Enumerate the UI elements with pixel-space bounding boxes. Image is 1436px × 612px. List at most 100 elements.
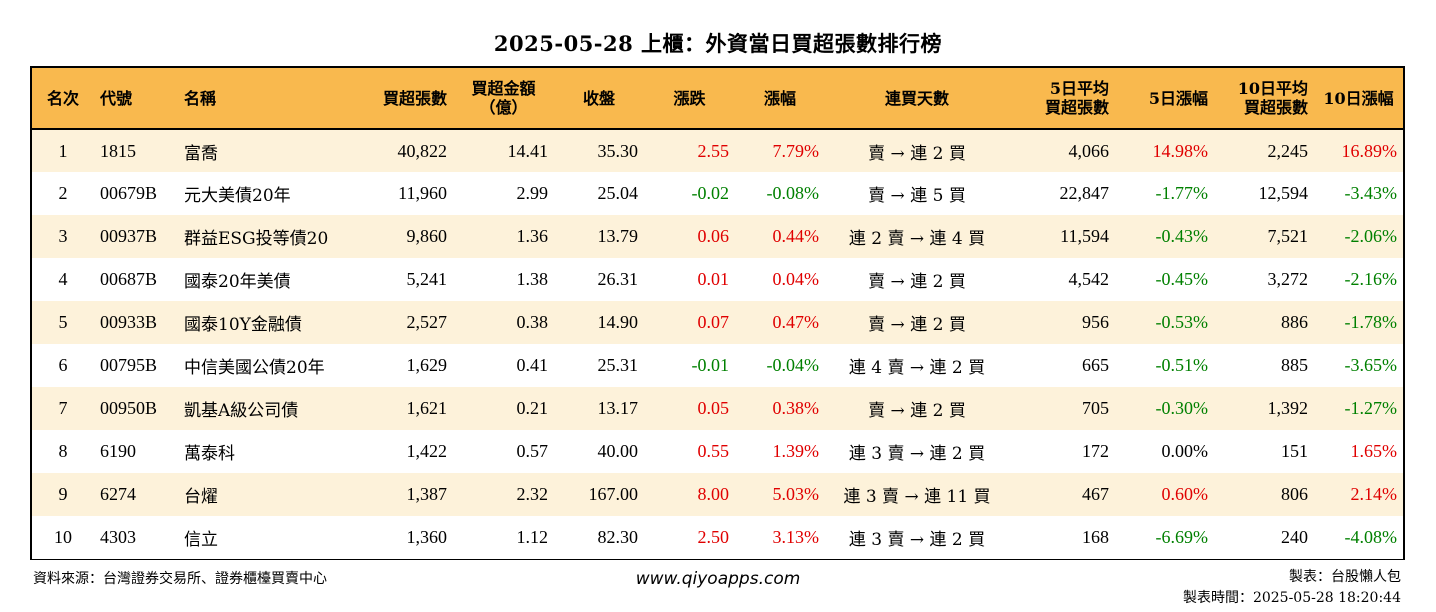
cell-pct5: -1.77% [1155,183,1209,203]
cell-close: 35.30 [597,140,639,161]
ranking-table: 名次 代號 名稱 買超張數 買超金額 （億） 收盤 漲跌 漲幅 連買天數 5日平均 買超張數 5日漲幅 1… [32,68,1403,559]
cell-avg10-lots: 151 [1281,441,1308,461]
cell-pct10: -3.43% [1344,183,1398,203]
cell-avg5-lots: 665 [1082,355,1109,375]
cell-pct10: 16.89% [1341,140,1398,161]
cell-code: 00795B [100,355,158,375]
cell-pct5: -0.43% [1155,226,1209,246]
cell-change-pct: -0.04% [766,355,820,375]
cell-name: 富喬 [184,143,218,164]
cell-rank: 6 [58,355,68,375]
cell-avg10-lots: 1,392 [1267,398,1309,418]
cell-close: 40.00 [597,441,639,461]
cell-name: 國泰20年美債 [184,272,291,292]
cell-net-buy-lots: 40,822 [397,140,448,161]
cell-streak: 賣 → 連 5 買 [868,186,966,206]
table-row: 9 6274 台燿 1,387 2.32 167.00 8.00 5.03% 連 3 賣 → 連… [32,473,1403,516]
column-header-label: 名次 [46,88,79,108]
cell-name: 元大美債20年 [184,186,291,206]
table-row: 4 00687B 國泰20年美債 5,241 1.38 26.31 0.01 0.04% 賣 →… [32,258,1403,301]
cell-net-buy-lots: 1,422 [406,441,448,461]
cell-rank: 10 [54,527,72,547]
cell-rank: 3 [58,226,68,246]
cell-streak: 連 2 賣 → 連 4 買 [848,229,986,249]
cell-change-pct: 1.39% [772,441,820,461]
column-header-label: 5日漲幅 [1148,88,1208,108]
cell-change-pct: 5.03% [772,484,820,504]
column-header-code: 代號 [94,68,178,130]
cell-net-buy-amount: 2.32 [516,484,549,504]
cell-avg10-lots: 240 [1281,527,1308,547]
column-header-rank: 名次 [32,68,94,130]
cell-code: 6190 [100,441,136,461]
cell-pct10: -1.78% [1344,312,1398,332]
table-row: 7 00950B 凱基A級公司債 1,621 0.21 13.17 0.05 0.38% 賣 →… [32,387,1403,430]
cell-change-pct: 7.79% [772,140,820,161]
cell-code: 00950B [100,398,158,418]
cell-name: 凱基A級公司債 [184,401,299,421]
cell-pct5: -0.51% [1155,355,1209,375]
cell-net-buy-amount: 0.21 [516,398,549,418]
cell-name: 中信美國公債20年 [184,358,325,378]
cell-avg10-lots: 3,272 [1267,269,1309,289]
column-header-label: 漲跌 [673,88,706,108]
cell-rank: 7 [58,398,68,418]
cell-rank: 8 [58,441,68,461]
cell-avg10-lots: 806 [1281,484,1308,504]
cell-change: 8.00 [697,484,730,504]
website-link[interactable]: www.qiyoapps.com [635,569,801,589]
cell-pct10: -2.16% [1344,269,1398,289]
cell-pct5: -0.45% [1155,269,1209,289]
cell-pct10: -2.06% [1344,226,1398,246]
column-header-change-pct: 漲幅 [735,68,825,130]
cell-pct10: -3.65% [1344,355,1398,375]
cell-close: 13.79 [597,226,639,246]
ranking-table-frame: 名次 代號 名稱 買超張數 買超金額 （億） 收盤 漲跌 漲幅 連買天數 5日平均 買超張數 5日漲幅 1… [30,66,1405,560]
column-header-label: 代號 [100,88,133,108]
cell-pct10: -1.27% [1344,398,1398,418]
table-body: 1 1815 富喬 40,822 14.41 35.30 2.55 7.79% 賣 → 連 2 … [32,129,1403,559]
column-header-net-buy-amount: 買超金額 （億） [453,68,554,130]
cell-avg10-lots: 7,521 [1267,226,1309,246]
cell-change: 0.07 [697,312,730,332]
column-header-label: 漲幅 [763,88,796,108]
cell-streak: 連 4 賣 → 連 2 買 [848,358,986,378]
cell-avg5-lots: 22,847 [1059,183,1110,203]
table-row: 3 00937B 群益ESG投等債20 9,860 1.36 13.79 0.06 0.44%… [32,215,1403,258]
cell-streak: 賣 → 連 2 買 [868,143,966,164]
cell-streak: 賣 → 連 2 買 [868,272,966,292]
table-header-row: 名次 代號 名稱 買超張數 買超金額 （億） 收盤 漲跌 漲幅 連買天數 5日平均 買超張數 5日漲幅 1… [32,68,1403,130]
cell-change: 2.55 [697,140,730,161]
cell-avg5-lots: 4,066 [1068,140,1110,161]
cell-code: 1815 [100,140,136,161]
cell-name: 國泰10Y金融債 [184,315,302,335]
cell-net-buy-lots: 1,360 [406,527,448,547]
cell-close: 25.04 [597,183,639,203]
cell-change: 0.05 [697,398,730,418]
column-header-close: 收盤 [554,68,644,130]
cell-code: 00679B [100,183,158,203]
cell-pct5: 14.98% [1152,140,1209,161]
cell-net-buy-amount: 0.57 [516,441,549,461]
column-header-sublabel: 買超張數 [1044,98,1109,117]
cell-change-pct: 0.38% [772,398,820,418]
footer-credits: 製表：台股懶人包 製表時間：2025-05-28 18:20:44 [1183,567,1401,609]
cell-change: 2.50 [697,527,730,547]
cell-close: 13.17 [597,398,639,418]
column-header-avg5-lots: 5日平均 買超張數 [1009,68,1115,130]
cell-close: 82.30 [597,527,639,547]
page-title: 2025-05-28 上櫃：外資當日買超張數排行榜 [493,31,943,56]
cell-name: 台燿 [184,487,218,507]
cell-avg5-lots: 467 [1082,484,1109,504]
cell-net-buy-amount: 0.38 [516,312,549,332]
cell-change: 0.06 [697,226,730,246]
cell-net-buy-lots: 1,387 [406,484,448,504]
cell-change-pct: 3.13% [772,527,820,547]
data-source-note: 資料來源：台灣證券交易所、證券櫃檯買賣中心 [33,571,327,587]
cell-net-buy-lots: 1,621 [406,398,448,418]
cell-avg10-lots: 885 [1281,355,1308,375]
cell-close: 167.00 [588,484,639,504]
cell-pct5: 0.60% [1161,484,1209,504]
table-row: 6 00795B 中信美國公債20年 1,629 0.41 25.31 -0.01 -0.04… [32,344,1403,387]
cell-avg5-lots: 4,542 [1068,269,1110,289]
